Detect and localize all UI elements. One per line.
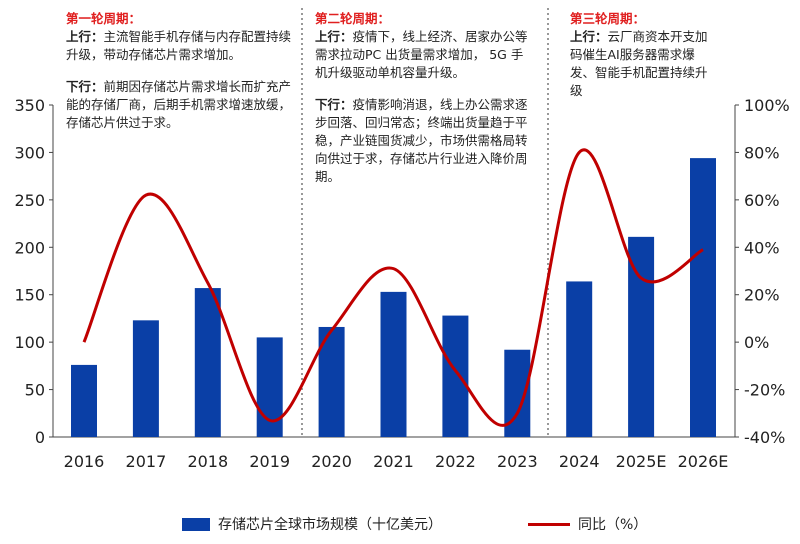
bar-2025E: [628, 236, 655, 437]
bar-2018: [194, 288, 221, 437]
right-tick-label: -40%: [744, 428, 785, 447]
right-tick-label: 100%: [744, 96, 790, 115]
bar-2016: [71, 364, 97, 437]
x-tick-label: 2022: [435, 452, 476, 471]
left-tick-label: 0: [35, 428, 45, 447]
up-label: 上行：: [315, 29, 353, 44]
left-tick-label: 250: [14, 191, 45, 210]
cycle-title: 第一轮周期：: [66, 11, 142, 26]
x-tick-label: 2026E: [678, 452, 729, 471]
cycle-title: 第三轮周期：: [570, 11, 646, 26]
right-tick-label: 20%: [744, 286, 780, 305]
down-label: 下行：: [66, 79, 104, 94]
x-tick-label: 2017: [126, 452, 167, 471]
right-tick-label: 80%: [744, 143, 780, 162]
up-text: 主流智能手机存储与内存配置持续升级，带动存储芯片需求增加。: [66, 29, 292, 62]
cycle-title: 第二轮周期：: [315, 11, 391, 26]
x-tick-label: 2019: [249, 452, 290, 471]
legend-line-label: 同比（%）: [578, 517, 648, 533]
bar-2019: [256, 337, 283, 437]
x-tick-label: 2020: [311, 452, 352, 471]
cycle-1-note: 第一轮周期： 上行：主流智能手机存储与内存配置持续升级，带动存储芯片需求增加。 …: [66, 10, 294, 132]
right-tick-label: -20%: [744, 381, 785, 400]
x-tick-label: 2024: [559, 452, 600, 471]
right-tick-label: 0%: [744, 333, 769, 352]
bar-2024: [566, 281, 593, 437]
legend-bar-label: 存储芯片全球市场规模（十亿美元）: [218, 517, 442, 533]
left-tick-label: 300: [14, 143, 45, 162]
right-tick-label: 60%: [744, 191, 780, 210]
left-tick-label: 200: [14, 238, 45, 257]
down-text: 疫情影响消退，线上办公需求逐步回落、回归常态；终端出货量趋于平稳，产业链囤货减少…: [315, 97, 528, 184]
x-tick-label: 2021: [373, 452, 414, 471]
legend-line-swatch: [528, 522, 570, 526]
right-tick-label: 40%: [744, 238, 780, 257]
x-tick-label: 2018: [187, 452, 228, 471]
up-label: 上行：: [570, 29, 608, 44]
x-tick-label: 2025E: [616, 452, 667, 471]
left-tick-label: 350: [14, 96, 45, 115]
legend-bar: 存储芯片全球市场规模（十亿美元）: [182, 514, 442, 534]
bar-2022: [442, 315, 469, 437]
x-tick-label: 2023: [497, 452, 538, 471]
up-label: 上行：: [66, 29, 104, 44]
left-tick-label: 50: [25, 381, 45, 400]
down-label: 下行：: [315, 97, 353, 112]
left-tick-label: 100: [14, 333, 45, 352]
yoy-line: [82, 148, 704, 427]
cycle-3-note: 第三轮周期： 上行：云厂商资本开支加码催生AI服务器需求爆发、智能手机配置持续升…: [570, 10, 710, 100]
left-tick-label: 150: [14, 286, 45, 305]
up-text: 云厂商资本开支加码催生AI服务器需求爆发、智能手机配置持续升级: [570, 29, 708, 98]
cycle-2-note: 第二轮周期： 上行：疫情下，线上经济、居家办公等需求拉动PC 出货量需求增加， …: [315, 10, 533, 186]
bar-2021: [380, 291, 407, 437]
down-text: 前期因存储芯片需求增长而扩充产能的存储厂商，后期手机需求增速放缓，存储芯片供过于…: [66, 79, 292, 130]
x-tick-label: 2016: [64, 452, 105, 471]
legend-line: 同比（%）: [528, 514, 647, 534]
up-text: 疫情下，线上经济、居家办公等需求拉动PC 出货量需求增加， 5G 手机升级驱动单…: [315, 29, 528, 80]
bar-2017: [132, 320, 159, 437]
legend-bar-swatch: [182, 517, 210, 531]
bar-2026E: [690, 158, 716, 437]
